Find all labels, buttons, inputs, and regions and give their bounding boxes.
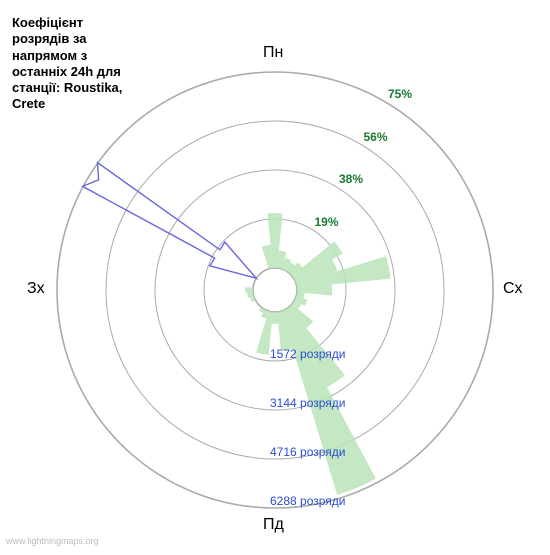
cardinal-west: Зх (27, 280, 45, 298)
discharge-label: 3144 розряди (270, 396, 346, 410)
discharge-label: 4716 розряди (270, 445, 346, 459)
grid-rings (57, 72, 493, 508)
cardinal-south: Пд (263, 516, 284, 534)
cardinal-north: Пн (263, 44, 283, 62)
chart-title: Коефіцієнт розрядів за напрямом з останн… (12, 15, 142, 113)
bar (272, 312, 279, 324)
pct-label: 75% (388, 87, 412, 101)
pct-label: 56% (364, 130, 388, 144)
bar (245, 287, 253, 293)
pct-label: 38% (339, 172, 363, 186)
pct-label: 19% (315, 215, 339, 229)
discharge-label: 6288 розряди (270, 494, 346, 508)
polar-chart: Коефіцієнт розрядів за напрямом з останн… (0, 0, 550, 550)
footer-link: www.lightningmaps.org (6, 536, 99, 546)
discharge-label: 1572 розряди (270, 347, 346, 361)
cardinal-east: Сх (503, 280, 523, 298)
